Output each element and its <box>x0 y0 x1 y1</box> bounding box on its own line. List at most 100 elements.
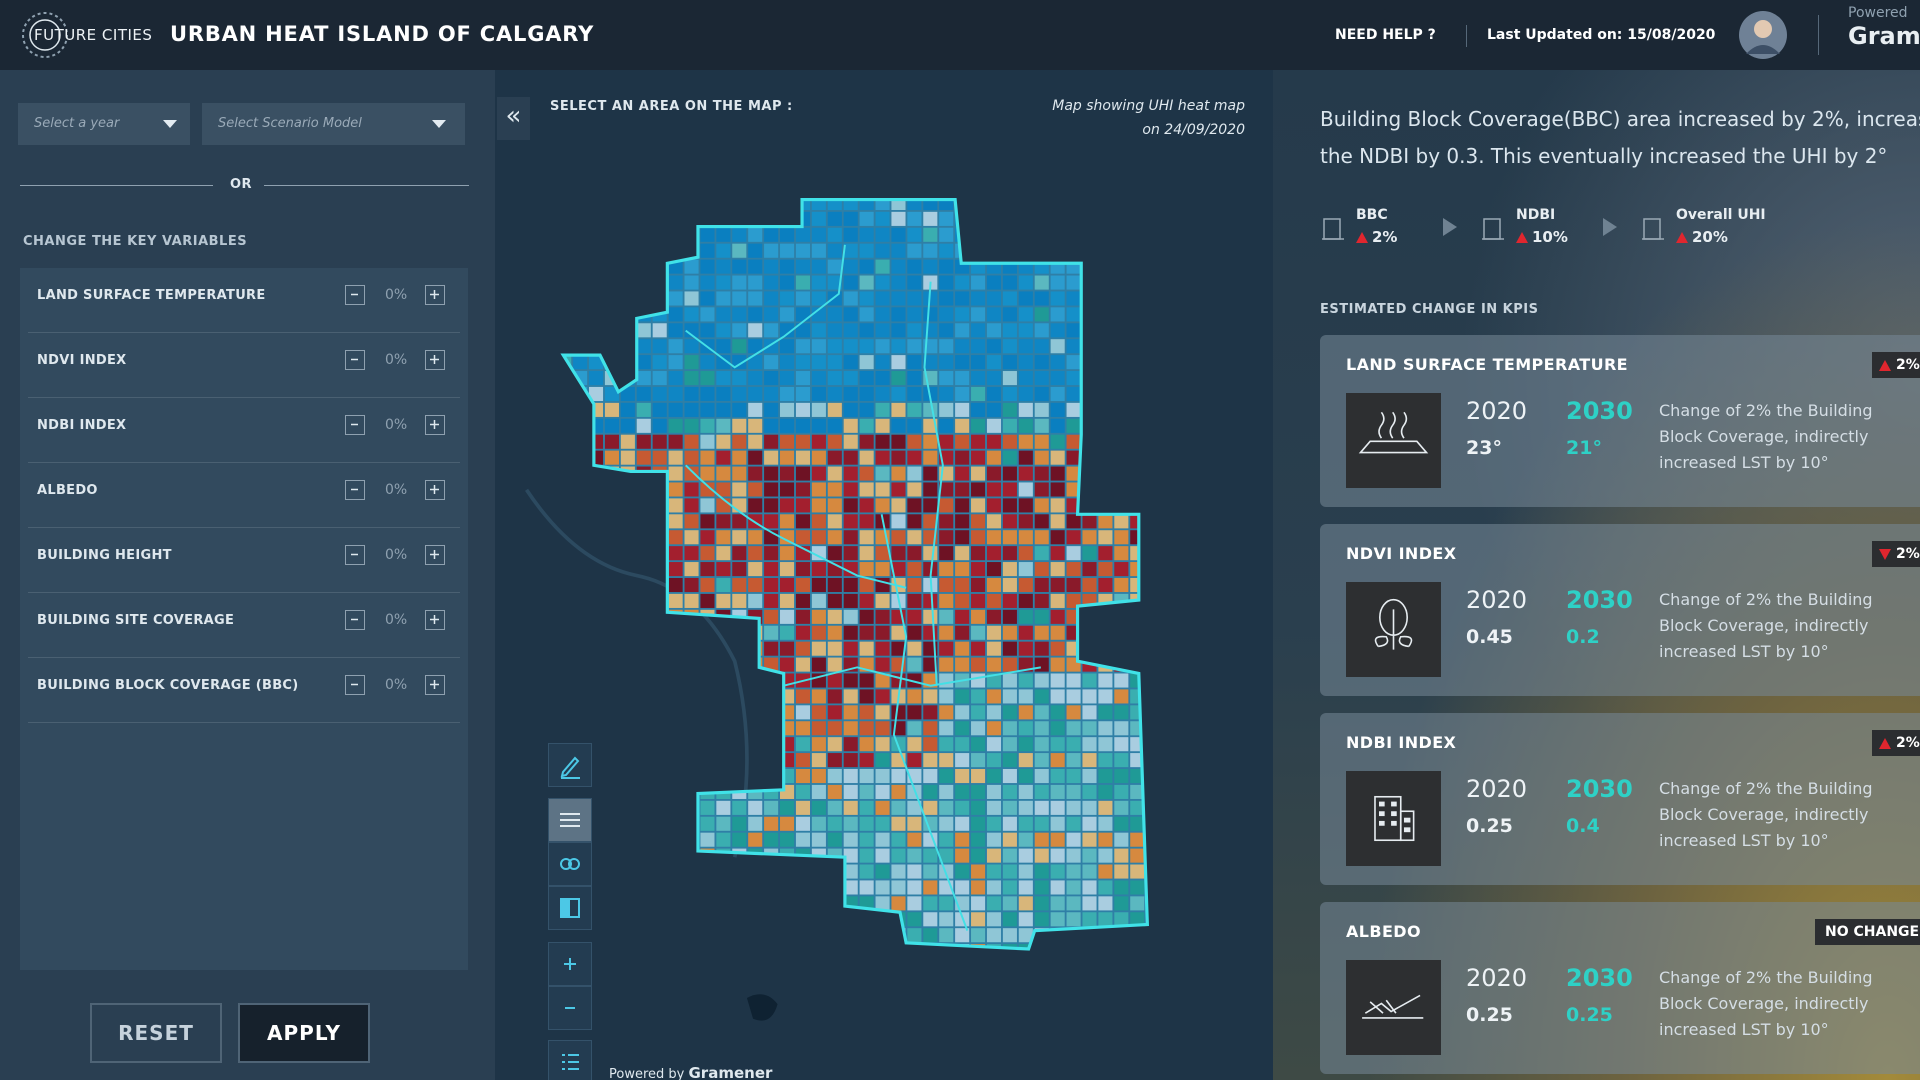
map-cell <box>1018 609 1033 624</box>
map-cell <box>748 912 763 927</box>
increment-button[interactable] <box>425 285 445 305</box>
map-cell <box>843 864 858 879</box>
map-cell <box>1098 593 1113 608</box>
map-cell <box>620 291 635 306</box>
map-cell <box>859 800 874 815</box>
decrement-button[interactable] <box>345 285 365 305</box>
collapse-button[interactable]: « <box>497 97 530 140</box>
increment-button[interactable] <box>425 675 445 695</box>
map-cell <box>891 371 906 386</box>
variable-value: 0% <box>385 287 408 303</box>
decrement-button[interactable] <box>345 675 365 695</box>
help-link[interactable]: NEED HELP ? <box>1335 27 1436 43</box>
map-cell <box>652 705 667 720</box>
map-cell <box>780 625 795 640</box>
map-cell <box>923 546 938 561</box>
map-cell <box>907 880 922 895</box>
map-cell <box>1018 864 1033 879</box>
legend-tool[interactable] <box>548 1040 592 1080</box>
map-cell <box>652 625 667 640</box>
map-cell <box>684 386 699 402</box>
map-cell <box>604 816 619 831</box>
decrement-button[interactable] <box>345 350 365 370</box>
map-cell <box>843 721 858 736</box>
map-cell <box>563 466 572 481</box>
zoom-in[interactable] <box>548 942 592 986</box>
map-cell <box>1098 944 1113 949</box>
decrement-button[interactable] <box>345 415 365 435</box>
increment-button[interactable] <box>425 480 445 500</box>
map-cell <box>1018 928 1033 943</box>
map-cell <box>652 609 667 624</box>
map-cell <box>811 323 826 338</box>
map-cell <box>1066 339 1081 354</box>
map-cell <box>732 402 747 417</box>
increment-button[interactable] <box>425 610 445 630</box>
map-cell <box>827 928 842 943</box>
map-cell <box>1098 402 1113 417</box>
map-cell <box>563 434 572 449</box>
year-select[interactable]: Select a year <box>18 103 190 145</box>
zoom-out[interactable] <box>548 986 592 1030</box>
icon <box>430 680 439 689</box>
apply-button[interactable]: APPLY <box>238 1003 370 1063</box>
map-cell <box>907 259 922 274</box>
map-cell <box>875 737 890 752</box>
map-cell <box>563 307 572 322</box>
map-cell <box>1050 450 1065 465</box>
map-cell <box>907 625 922 640</box>
link-tool[interactable] <box>548 842 592 886</box>
map-cell <box>939 291 954 306</box>
filter-tool[interactable] <box>548 798 592 842</box>
map-cell <box>891 498 906 513</box>
map-cell <box>891 944 906 949</box>
reset-button[interactable]: RESET <box>90 1003 222 1063</box>
map-cell <box>604 928 619 943</box>
map-cell <box>843 928 858 943</box>
scenario-select[interactable]: Select Scenario Model <box>202 103 465 145</box>
map-cell <box>636 199 651 211</box>
logo-mark <box>22 12 68 58</box>
increment-button[interactable] <box>425 350 445 370</box>
map-cell <box>652 530 667 545</box>
map-cell <box>1050 466 1065 481</box>
or-label: OR <box>230 177 253 192</box>
map-cell <box>986 896 1002 911</box>
map-cell <box>1082 498 1097 513</box>
draw-tool[interactable] <box>548 743 592 787</box>
map-cell <box>700 386 715 402</box>
decrement-button[interactable] <box>345 610 365 630</box>
map-cell <box>971 880 986 895</box>
map-cell <box>1082 848 1097 863</box>
decrement-button[interactable] <box>345 480 365 500</box>
user-avatar[interactable] <box>1738 10 1788 60</box>
heat-map[interactable] <box>495 70 1273 1080</box>
map-cell <box>859 355 874 370</box>
map-cell <box>604 848 619 863</box>
map-cell <box>811 514 826 529</box>
map-cell <box>636 657 651 672</box>
increment-button[interactable] <box>425 545 445 565</box>
map-cell <box>764 291 779 306</box>
map-cell <box>875 546 890 561</box>
compare-tool[interactable] <box>548 886 592 930</box>
map-cell <box>907 386 922 402</box>
map-cell <box>716 243 731 258</box>
map-cell <box>636 593 651 608</box>
divider <box>1466 25 1467 47</box>
map-cell <box>764 514 779 529</box>
map-cell <box>588 307 604 322</box>
map-cell <box>1082 832 1097 847</box>
map-cell <box>811 705 826 720</box>
map-cell <box>1146 323 1148 338</box>
map-cell <box>780 609 795 624</box>
map-cell <box>563 418 572 433</box>
map-cell <box>732 562 747 577</box>
map-cell <box>955 434 970 449</box>
decrement-button[interactable] <box>345 545 365 565</box>
map-cell <box>795 530 811 545</box>
map-cell <box>716 546 731 561</box>
increment-button[interactable] <box>425 415 445 435</box>
map-cell <box>748 800 763 815</box>
map-cell <box>684 577 699 593</box>
